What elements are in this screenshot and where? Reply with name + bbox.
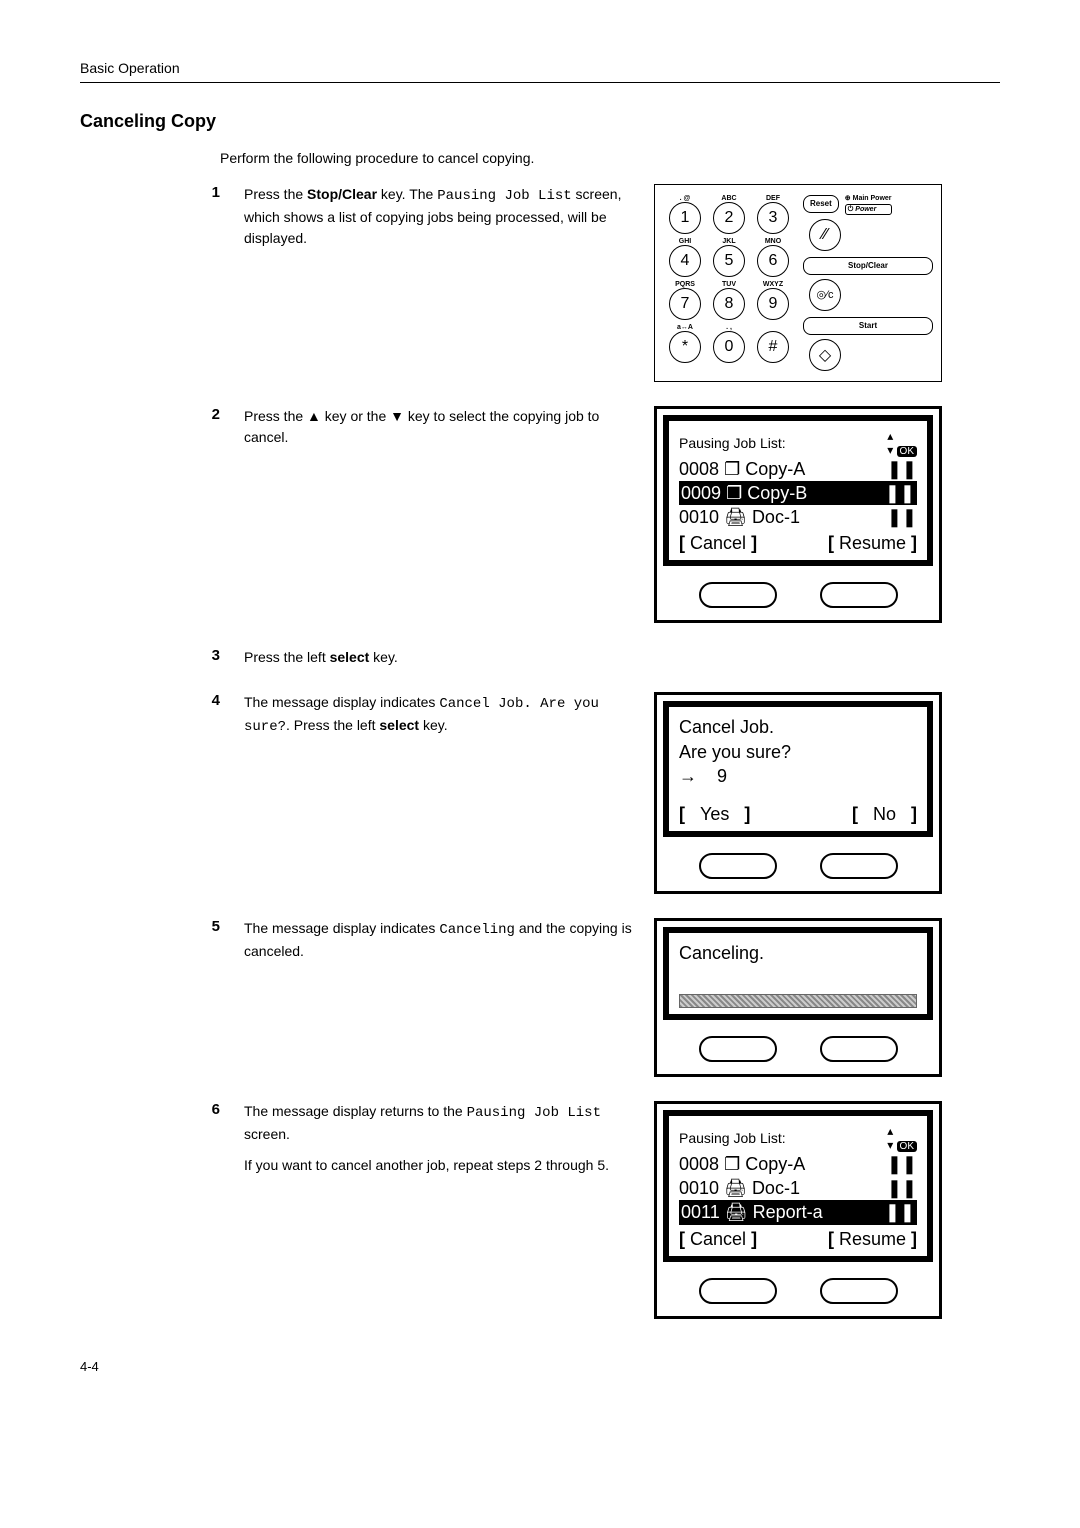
list-item: 0010 🖨 Doc-1 ❚❚: [679, 1176, 917, 1200]
step-number: 2: [190, 406, 220, 624]
soft-cancel[interactable]: Cancel: [690, 1229, 746, 1250]
print-icon: 🖨: [724, 1178, 747, 1198]
pause-icon: ❚❚: [887, 505, 917, 529]
lcd-pausing-1: Pausing Job List: ▴▾ OK 0008 ❐ Copy-A ❚❚…: [654, 406, 942, 624]
right-select-button[interactable]: [820, 1278, 898, 1304]
step-6: 6 The message display returns to the Pau…: [80, 1101, 1000, 1319]
progress-bar: [679, 994, 917, 1008]
step-text: Press the left select key.: [244, 647, 634, 668]
start-label: Start: [803, 317, 933, 335]
list-item: 0009 ❐ Copy-B ❚❚: [679, 481, 917, 505]
ok-scroll-icon: ▴▾ OK: [887, 429, 917, 457]
step-text: Press the ▲ key or the ▼ key to select t…: [244, 406, 634, 624]
soft-cancel[interactable]: Cancel: [690, 533, 746, 554]
reset-button[interactable]: ⁄⁄: [809, 219, 841, 251]
lcd-line2: Are you sure?: [679, 740, 917, 764]
lcd-line1: Canceling.: [679, 941, 917, 965]
left-select-button[interactable]: [699, 853, 777, 879]
step-3: 3 Press the left select key.: [80, 647, 1000, 668]
key-6[interactable]: 6: [757, 245, 789, 277]
key-4[interactable]: 4: [669, 245, 701, 277]
key-9[interactable]: 9: [757, 288, 789, 320]
lcd-title: Pausing Job List:: [679, 1130, 786, 1146]
step-text: The message display indicates Cancel Job…: [244, 692, 634, 894]
key-3[interactable]: 3: [757, 202, 789, 234]
stopclear-label: Stop/Clear: [803, 257, 933, 275]
step-5: 5 The message display indicates Cancelin…: [80, 918, 1000, 1076]
key-5[interactable]: 5: [713, 245, 745, 277]
lcd-canceling: Canceling.: [654, 918, 942, 1076]
soft-resume[interactable]: Resume: [839, 1229, 906, 1250]
right-select-button[interactable]: [820, 582, 898, 608]
stopclear-button[interactable]: ◎⁄c: [809, 279, 841, 311]
list-item: 0011 🖨 Report-a ❚❚: [679, 1200, 917, 1224]
copy-icon: ❐: [726, 483, 742, 503]
pause-icon: ❚❚: [887, 457, 917, 481]
pause-icon: ❚❚: [887, 1152, 917, 1176]
ok-scroll-icon: ▴▾ OK: [887, 1124, 917, 1152]
lcd-title: Pausing Job List:: [679, 435, 786, 451]
list-item: 0008 ❐ Copy-A ❚❚: [679, 1152, 917, 1176]
step-text: The message display indicates Canceling …: [244, 918, 634, 1076]
key-0[interactable]: 0: [713, 331, 745, 363]
copy-icon: ❐: [724, 1154, 740, 1174]
pause-icon: ❚❚: [887, 1176, 917, 1200]
step-number: 3: [190, 647, 220, 668]
list-item: 0008 ❐ Copy-A ❚❚: [679, 457, 917, 481]
key-1[interactable]: 1: [669, 202, 701, 234]
left-select-button[interactable]: [699, 1278, 777, 1304]
lcd-pausing-2: Pausing Job List: ▴▾ OK 0008 ❐ Copy-A ❚❚…: [654, 1101, 942, 1319]
divider: [80, 82, 1000, 83]
lcd-confirm: Cancel Job. Are you sure? → 9 [ Yes ] [ …: [654, 692, 942, 894]
right-select-button[interactable]: [820, 1036, 898, 1062]
step-number: 6: [190, 1101, 220, 1319]
step-1: 1 Press the Stop/Clear key. The Pausing …: [80, 184, 1000, 382]
soft-resume[interactable]: Resume: [839, 533, 906, 554]
right-select-button[interactable]: [820, 853, 898, 879]
key-star[interactable]: *: [669, 331, 701, 363]
lcd-line1: Cancel Job.: [679, 715, 917, 739]
page-number: 4-4: [80, 1359, 1000, 1374]
key-7[interactable]: 7: [669, 288, 701, 320]
breadcrumb: Basic Operation: [80, 60, 1000, 76]
soft-no[interactable]: No: [873, 804, 896, 825]
key-2[interactable]: 2: [713, 202, 745, 234]
key-8[interactable]: 8: [713, 288, 745, 320]
left-select-button[interactable]: [699, 1036, 777, 1062]
print-icon: 🖨: [724, 507, 747, 527]
step-2: 2 Press the ▲ key or the ▼ key to select…: [80, 406, 1000, 624]
step-number: 5: [190, 918, 220, 1076]
keypad-illustration: . @ ABC DEF 1 2 3 GHI JKL MNO: [654, 184, 942, 382]
reset-label: Reset: [803, 195, 839, 213]
list-item: 0010 🖨 Doc-1 ❚❚: [679, 505, 917, 529]
start-button[interactable]: ◇: [809, 339, 841, 371]
step-4: 4 The message display indicates Cancel J…: [80, 692, 1000, 894]
left-select-button[interactable]: [699, 582, 777, 608]
step-text: Press the Stop/Clear key. The Pausing Jo…: [244, 184, 634, 382]
lcd-line3: → 9: [679, 764, 917, 788]
print-icon: 🖨: [725, 1202, 748, 1222]
step-number: 4: [190, 692, 220, 894]
pause-icon: ❚❚: [885, 1200, 915, 1224]
page-title: Canceling Copy: [80, 111, 1000, 132]
copy-icon: ❐: [724, 459, 740, 479]
key-hash[interactable]: #: [757, 331, 789, 363]
step-text: The message display returns to the Pausi…: [244, 1101, 634, 1319]
step-number: 1: [190, 184, 220, 382]
soft-yes[interactable]: Yes: [700, 804, 729, 825]
intro-text: Perform the following procedure to cance…: [220, 150, 1000, 166]
pause-icon: ❚❚: [885, 481, 915, 505]
